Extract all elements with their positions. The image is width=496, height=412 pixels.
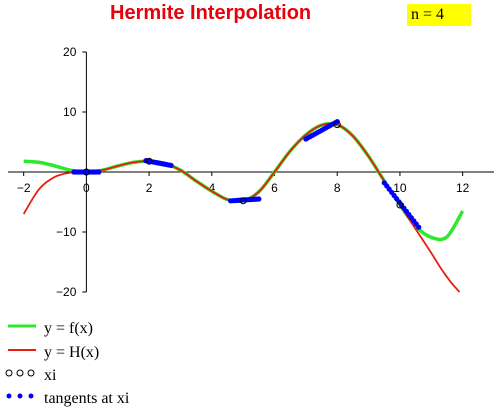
legend-label-tangents: tangents at xi (44, 390, 130, 407)
y-tick-label: −20 (56, 285, 77, 299)
tangent-dot (96, 169, 102, 175)
series-layer (22, 119, 465, 293)
series-h-line (22, 122, 461, 293)
y-tick-label: 10 (63, 105, 77, 119)
chart-title: Hermite Interpolation (110, 2, 312, 24)
tangent-dot (416, 224, 422, 230)
y-tick-label: −10 (56, 225, 77, 239)
legend-label-f: y = f(x) (44, 320, 93, 337)
x-tick-label: 10 (393, 181, 407, 195)
legend-swatch-tangents (6, 393, 34, 399)
legend-swatch-xi (5, 369, 35, 377)
xi-point (239, 197, 247, 205)
xi-point (145, 157, 153, 165)
tangent-segment (303, 119, 340, 142)
legend: y = f(x) y = H(x) xi tangents at xi (5, 320, 130, 407)
tangent-dot (168, 162, 174, 168)
tangent-dot (256, 196, 262, 202)
xi-point (333, 121, 341, 129)
x-tick-label: 0 (83, 181, 90, 195)
legend-label-xi: xi (44, 367, 57, 384)
tangent-segment (143, 158, 174, 168)
legend-label-h: y = H(x) (44, 344, 99, 361)
tangent-segment (71, 169, 102, 175)
x-tick-label: −2 (17, 181, 31, 195)
xi-point (82, 168, 90, 176)
x-tick-label: 4 (208, 181, 215, 195)
n-value-box: n = 4 (407, 4, 471, 26)
xi-point (396, 201, 404, 209)
x-tick-label: 2 (146, 181, 153, 195)
x-tick-label: 8 (334, 181, 341, 195)
x-tick-label: 6 (271, 181, 278, 195)
tangent-segment (228, 196, 262, 204)
x-tick-label: 12 (456, 181, 470, 195)
y-tick-label: 20 (63, 45, 77, 59)
